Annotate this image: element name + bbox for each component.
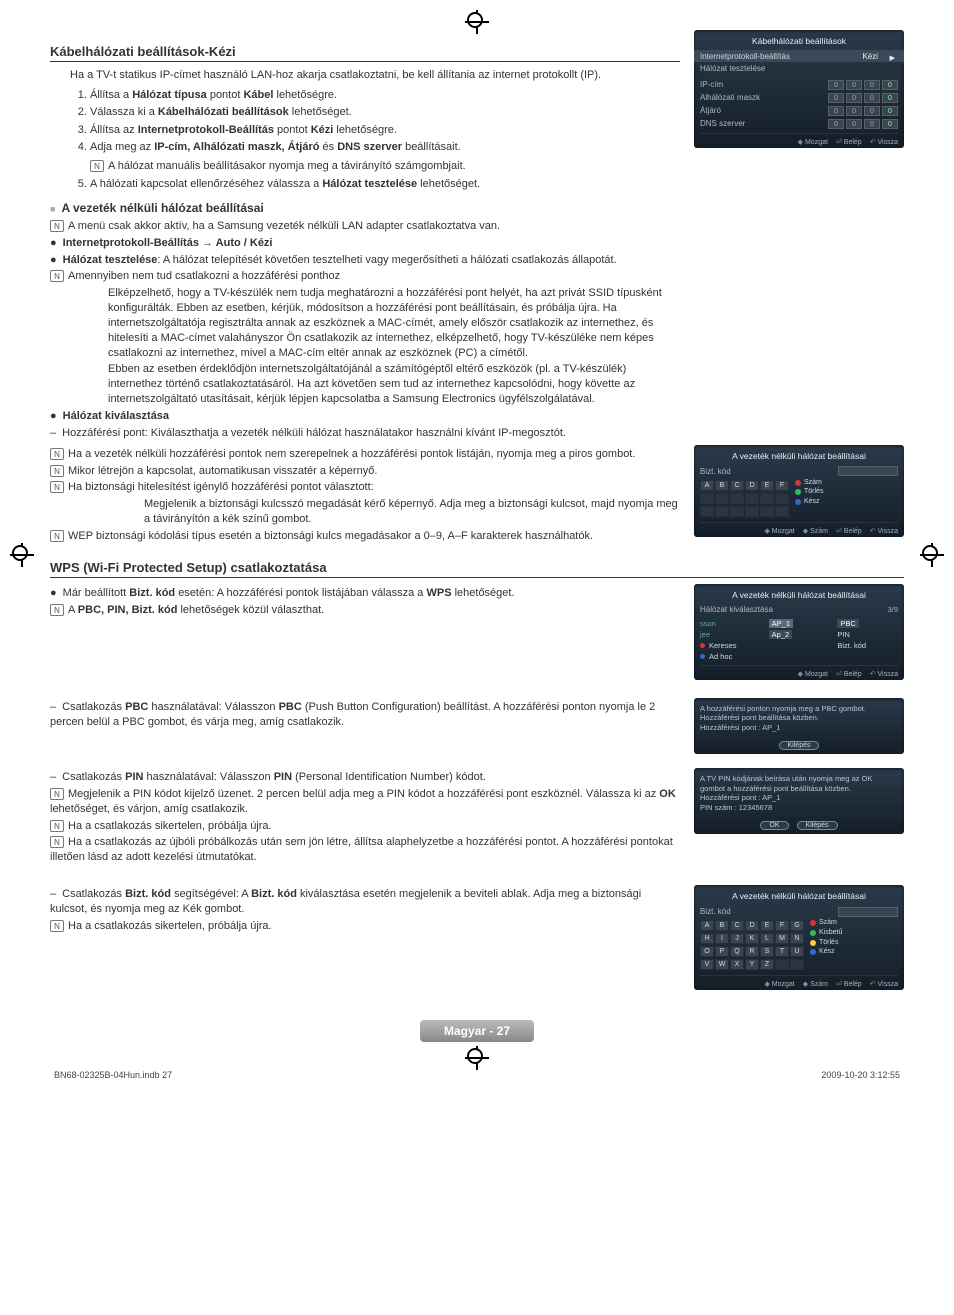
wireless-subtitle: ■A vezeték nélküli hálózat beállításai bbox=[50, 201, 680, 215]
step-2: Válassza ki a Kábelhálózati beállítások … bbox=[90, 104, 680, 121]
steps-list: Állítsa a Hálózat típusa pontot Kábel le… bbox=[90, 87, 680, 193]
osd-network-select: A vezeték nélküli hálózat beállításai Há… bbox=[694, 584, 904, 680]
print-mark-right bbox=[920, 543, 944, 567]
osd-security-key-full: A vezeték nélküli hálózat beállításai Bi… bbox=[694, 885, 904, 990]
section1-title: Kábelhálózati beállítások-Kézi bbox=[50, 44, 680, 62]
osd-cable-settings: Kábelhálózati beállítások Internetprotok… bbox=[694, 30, 904, 148]
print-mark-left bbox=[10, 543, 34, 567]
section2-title: WPS (Wi-Fi Protected Setup) csatlakoztat… bbox=[50, 560, 904, 578]
exit-button-2[interactable]: Kilépés bbox=[797, 821, 838, 830]
ap-para1: Elképzelhető, hogy a TV-készülék nem tud… bbox=[108, 286, 680, 360]
print-mark-top bbox=[465, 10, 489, 34]
page-footer: Magyar - 27 bbox=[50, 1020, 904, 1042]
step-5: A hálózati kapcsolat ellenőrzéséhez vála… bbox=[90, 176, 680, 193]
osd-pbc-msg: A hozzáférési ponton nyomja meg a PBC go… bbox=[694, 698, 904, 754]
doc-footer: BN68-02325B-04Hun.indb 27 2009-10-20 3:1… bbox=[50, 1070, 904, 1080]
osd-ip-setting-row[interactable]: Internetprotokoll-beállítás Kézi▶ bbox=[694, 50, 904, 62]
print-mark-bottom bbox=[465, 1046, 489, 1070]
step-3: Állítsa az Internetprotokoll-Beállítás p… bbox=[90, 122, 680, 139]
note-icon: N bbox=[90, 160, 104, 172]
ap-para2: Ebben az esetben érdeklődjön internetszo… bbox=[108, 362, 680, 407]
section1-intro: Ha a TV-t statikus IP-címet használó LAN… bbox=[70, 68, 680, 83]
osd-pin-msg: A TV PIN kódjának beírása után nyomja me… bbox=[694, 768, 904, 834]
ok-button[interactable]: OK bbox=[760, 821, 788, 830]
exit-button[interactable]: Kilépés bbox=[779, 741, 820, 750]
step-4: Adja meg az IP-cím, Alhálózati maszk, Át… bbox=[90, 139, 680, 174]
step-1: Állítsa a Hálózat típusa pontot Kábel le… bbox=[90, 87, 680, 104]
osd6-keyboard[interactable]: ABCDEFG HIJKLMN OPQRSTU VWXYZ bbox=[700, 918, 804, 972]
osd-security-key-hex: A vezeték nélküli hálózat beállításai Bi… bbox=[694, 445, 904, 537]
